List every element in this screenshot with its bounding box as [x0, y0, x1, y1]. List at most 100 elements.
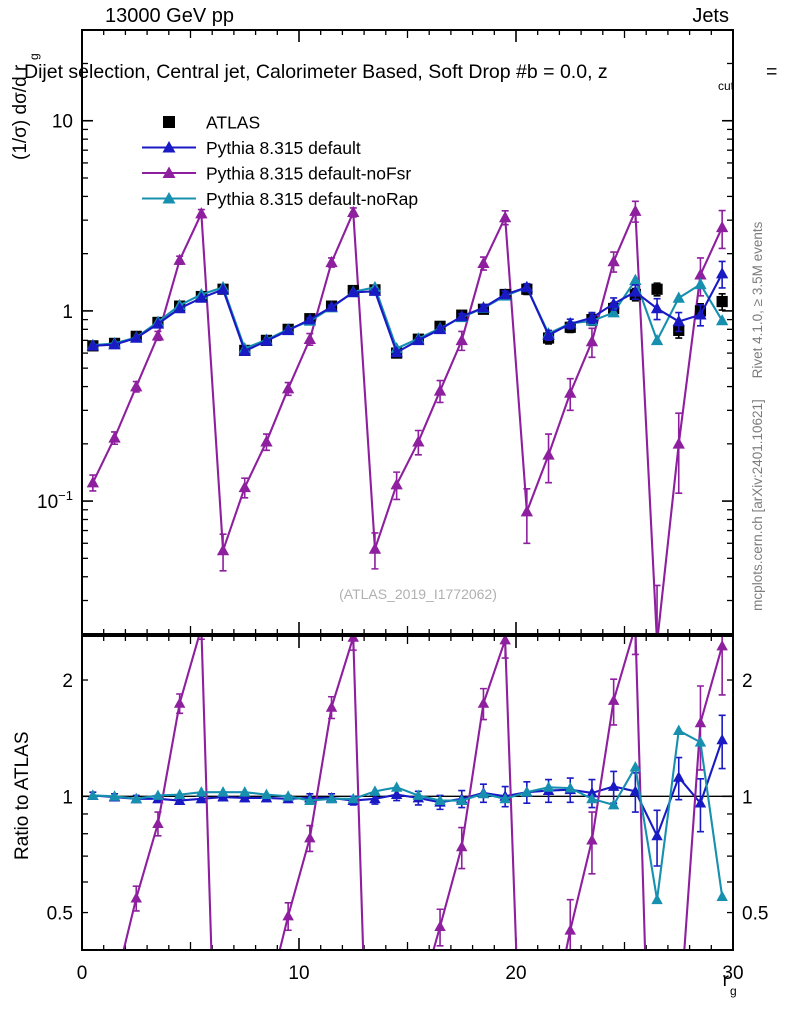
x-tick-label: 20: [505, 963, 526, 984]
data-point: [216, 283, 230, 295]
data-point: [629, 785, 642, 796]
y-tick-label: 0.5: [47, 904, 73, 925]
plot-title-tail: =: [766, 61, 777, 83]
data-point: [325, 300, 338, 312]
data-point: [607, 694, 620, 705]
data-point: [368, 284, 382, 296]
data-point: [217, 786, 229, 797]
data-point: [195, 792, 208, 804]
series-line: [92, 739, 724, 839]
data-point: [347, 792, 359, 804]
data-point: [673, 724, 685, 735]
data-point: [390, 781, 403, 792]
data-point: [651, 829, 663, 841]
data-point: [304, 831, 316, 843]
data-point: [368, 542, 382, 554]
y-tick-label: 2: [62, 671, 73, 692]
legend-label: Pythia 8.315 default: [206, 138, 361, 158]
data-point: [564, 782, 576, 793]
series-line: [92, 277, 724, 350]
data-point: [325, 701, 338, 712]
data-point: [455, 333, 468, 346]
data-point: [173, 697, 186, 708]
data-point: [694, 736, 707, 747]
data-point: [108, 431, 121, 443]
error-bar: [675, 963, 682, 1024]
data-point: [238, 480, 251, 493]
series-line: [92, 728, 724, 900]
data-point: [651, 893, 663, 905]
data-point: [498, 211, 512, 223]
error-bar: [111, 972, 118, 1004]
data-point: [195, 291, 208, 303]
error-bar: [263, 987, 270, 1022]
legend-item-3[interactable]: Pythia 8.315 default-noRap: [142, 189, 418, 209]
data-point: [585, 335, 599, 347]
y-tick-label-right: 0.5: [742, 904, 768, 925]
data-point: [325, 255, 338, 268]
data-point: [196, 622, 207, 632]
data-point: [629, 273, 642, 285]
data-point: [282, 790, 294, 801]
data-point: [86, 339, 100, 351]
legend-item-0[interactable]: ATLAS: [163, 113, 260, 133]
data-point: [281, 382, 295, 394]
legend-marker-triangle: [162, 166, 176, 178]
data-point: [152, 817, 164, 828]
data-point: [650, 333, 664, 346]
y-tick-label: 1: [62, 302, 73, 323]
data-point: [433, 384, 447, 396]
data-point: [715, 267, 729, 279]
data-point: [130, 892, 142, 903]
data-point: [303, 313, 317, 325]
data-point: [369, 785, 381, 796]
data-point: [260, 788, 273, 800]
side-note-rivet: Rivet 4.1.0, ≥ 3.5M events: [750, 221, 765, 378]
data-point: [130, 380, 143, 392]
legend-marker-triangle: [162, 141, 176, 153]
plot-title: Dijet selection, Central jet, Calorimete…: [24, 61, 608, 83]
data-point: [651, 283, 663, 295]
y-tick-label: 10−1: [37, 488, 73, 513]
data-point: [347, 637, 359, 642]
legend-item-1[interactable]: Pythia 8.315 default: [142, 138, 361, 158]
data-point: [651, 636, 663, 647]
data-point: [694, 277, 707, 290]
data-point: [499, 637, 511, 645]
data-point: [282, 909, 294, 921]
data-point: [86, 476, 100, 488]
data-point: [672, 291, 685, 303]
error-bar: [675, 412, 683, 495]
data-point: [108, 790, 121, 801]
data-point: [434, 920, 446, 931]
data-point: [607, 306, 620, 318]
data-point: [564, 317, 577, 329]
data-point: [542, 448, 555, 460]
error-bar: [631, 637, 639, 656]
legend-marker-triangle: [162, 192, 176, 204]
legend-label: ATLAS: [206, 113, 260, 133]
legend-label: Pythia 8.315 default-noFsr: [206, 164, 411, 184]
data-point: [694, 716, 707, 728]
error-bar: [653, 584, 661, 633]
error-bar: [197, 637, 205, 641]
data-point: [694, 268, 707, 280]
data-layer: [87, 621, 728, 1024]
data-point: [630, 621, 641, 631]
data-point: [477, 697, 490, 708]
y-axis-label: (1/σ) dσ/d r: [10, 64, 31, 160]
data-point: [716, 733, 728, 745]
data-point: [456, 840, 468, 852]
y-tick-label: 10: [52, 112, 73, 133]
main-panel: 10 1 10−1: [37, 29, 734, 647]
data-point: [715, 314, 729, 326]
data-point: [673, 771, 685, 782]
y-tick-label-right: 2: [742, 671, 753, 692]
data-point: [499, 792, 511, 804]
data-point: [564, 386, 577, 398]
series-pythia-8-315-default-nofsr: [111, 621, 728, 1024]
data-point: [520, 280, 534, 293]
legend-item-2[interactable]: Pythia 8.315 default-noFsr: [142, 164, 411, 184]
error-bar: [415, 987, 422, 1022]
